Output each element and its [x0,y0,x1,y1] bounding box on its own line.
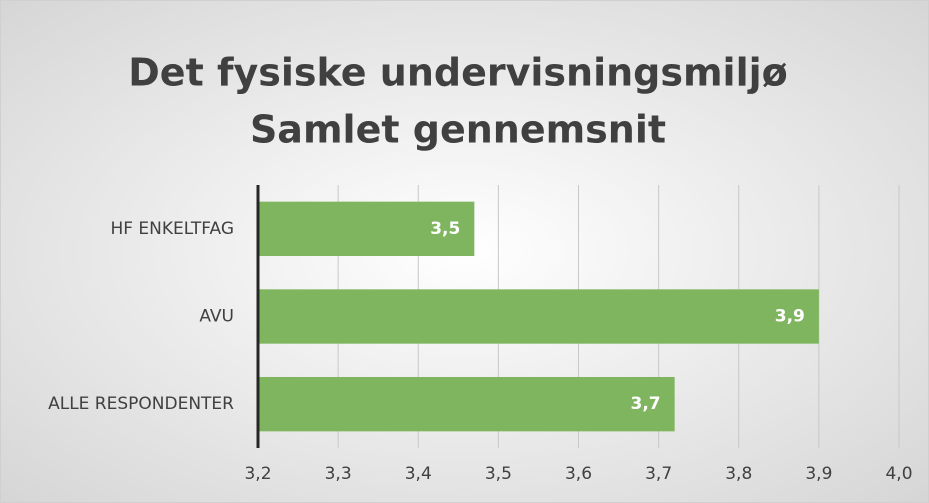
bar [258,289,819,344]
value-label: 3,5 [430,219,460,239]
bar [258,376,675,432]
y-tick-label: HF ENKELTFAG [110,219,234,239]
x-tick-label: 3,6 [565,464,592,484]
x-tick-label: 3,2 [244,464,271,484]
y-tick-label: ALLE RESPONDENTER [48,394,234,414]
x-tick-label: 3,8 [725,464,752,484]
value-label: 3,9 [775,307,805,327]
chart-title: Det fysiske undervisningsmiljø [128,51,788,95]
y-tick-label: AVU [199,307,234,327]
x-tick-label: 3,4 [405,464,432,484]
x-tick-label: 3,3 [325,464,352,484]
x-tick-label: 3,7 [645,464,672,484]
x-tick-label: 3,9 [805,464,832,484]
x-tick-label: 3,5 [485,464,512,484]
chart-subtitle: Samlet gennemsnit [250,108,666,152]
value-label: 3,7 [631,394,661,414]
bar [258,201,475,257]
x-tick-label: 4,0 [885,464,912,484]
